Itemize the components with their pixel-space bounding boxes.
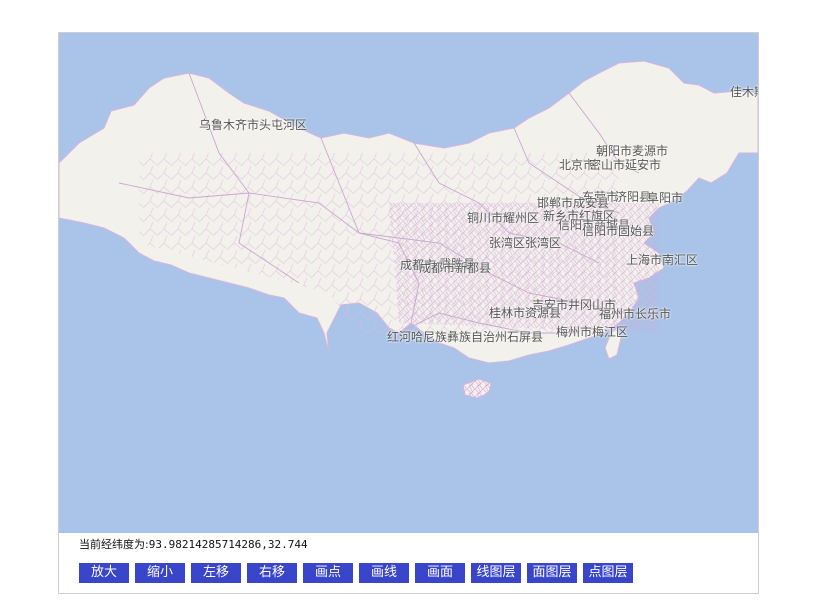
draw-line-button[interactable]: 画线 xyxy=(359,563,409,583)
line-layer-button[interactable]: 线图层 xyxy=(471,563,521,583)
pan-left-button[interactable]: 左移 xyxy=(191,563,241,583)
map-label: 东营市 xyxy=(582,190,619,204)
map-label: 上海市南汇区 xyxy=(626,253,699,267)
map-label: 吉安市井冈山市 xyxy=(532,298,617,312)
map-label: 邯郸市成安县 xyxy=(537,196,610,210)
map-label: 桂林市资源县 xyxy=(489,306,562,320)
map-label: 张湾区张湾区 xyxy=(489,236,562,250)
map-label: 信阳市固始县 xyxy=(582,224,655,238)
map-label: 密山市延安市 xyxy=(589,158,662,172)
coordinate-value: 93.98214285714286,32.744 xyxy=(148,538,308,551)
map-label: 北京市 xyxy=(559,158,596,172)
coordinate-readout: 当前经纬度为:93.98214285714286,32.744 xyxy=(79,536,308,552)
zoom-in-button[interactable]: 放大 xyxy=(79,563,129,583)
map-label: 信阳市商城县 xyxy=(558,218,631,232)
map-frame: 乌鲁木齐市头屯河区 朝阳市麦源市 北京市 密山市延安市 东营市 济阳县 阜阳市 … xyxy=(58,32,759,594)
map-label: 梅州市梅江区 xyxy=(556,325,629,339)
map-label: 阜阳市 xyxy=(647,191,684,205)
draw-polygon-button[interactable]: 画面 xyxy=(415,563,465,583)
map-label: 新乡市红旗区 xyxy=(543,209,616,223)
map-label: 红河哈尼族彝族自治州石屏县 xyxy=(387,330,544,344)
coordinate-label: 当前经纬度为: xyxy=(79,538,149,551)
map-label: 朝阳市麦源市 xyxy=(596,144,669,158)
map-label: 成都市 xyxy=(400,258,437,272)
map-label: 福州市长乐市 xyxy=(599,307,672,321)
polygon-layer-button[interactable]: 面图层 xyxy=(527,563,577,583)
pan-right-button[interactable]: 右移 xyxy=(247,563,297,583)
draw-point-button[interactable]: 画点 xyxy=(303,563,353,583)
map-label: 乌鲁木齐市头屯河区 xyxy=(199,118,308,132)
map-label: 成都市新都县 xyxy=(419,261,492,275)
map-canvas[interactable] xyxy=(59,33,758,533)
zoom-out-button[interactable]: 缩小 xyxy=(135,563,185,583)
map-view[interactable]: 乌鲁木齐市头屯河区 朝阳市麦源市 北京市 密山市延安市 东营市 济阳县 阜阳市 … xyxy=(59,33,758,533)
map-label: 武胜县 xyxy=(439,257,476,271)
map-label: 铜川市耀州区 xyxy=(467,211,540,225)
map-label: 济阳县 xyxy=(615,190,652,204)
point-layer-button[interactable]: 点图层 xyxy=(583,563,633,583)
map-label: 佳木斯 xyxy=(730,85,758,99)
